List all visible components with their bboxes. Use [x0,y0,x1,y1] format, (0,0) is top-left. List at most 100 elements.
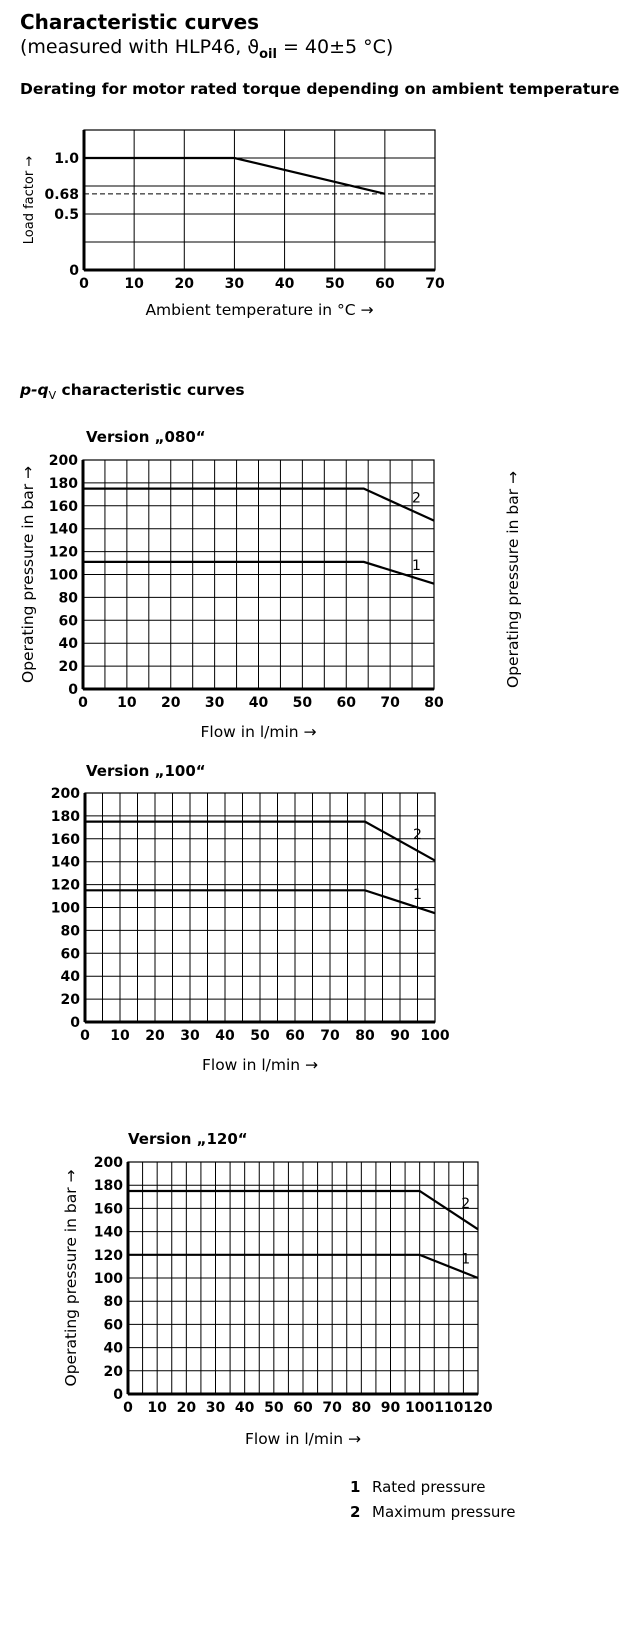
x-tick-label: 10 [110,1028,130,1044]
x-tick-label: 0 [78,695,88,711]
x-tick-label: 30 [225,276,245,292]
x-tick-label: 0 [79,276,89,292]
chart-title: Version „080“ [86,428,206,446]
section-pqv-title-sub: V [48,389,57,403]
chart-version-080: Version „080“ 0 10 20 30 40 50 60 70 80 0 20 40 60 80 1… [19,428,444,741]
x-tick-label: 60 [375,276,395,292]
y-tick-label: 40 [59,636,79,652]
legend-item-2: 2 Maximum pressure [350,1503,515,1521]
y-tick-label: 20 [59,659,79,675]
y-tick-label: 80 [104,1294,124,1310]
y-tick-label: 40 [104,1341,124,1357]
right-axis-label: Operating pressure in bar → [504,471,522,688]
series-label-1: 1 [461,1252,470,1268]
y-tick-label: 80 [59,590,79,606]
y-tick-label: 0 [113,1387,123,1403]
y-tick-label: 180 [49,476,78,492]
chart-derating: 0 10 20 30 40 50 60 70 0 0.5 0.68 1.0 Ambient temper… [22,129,445,319]
section-pqv-title-rest: characteristic curves [56,381,245,399]
y-tick-label: 100 [49,568,78,584]
y-tick-label: 40 [61,969,81,985]
y-axis-label: Operating pressure in bar → [19,466,37,683]
y-tick-label: 100 [51,901,80,917]
y-tick-label: 0 [69,263,79,279]
y-axis-label: Load factor → [22,156,37,245]
y-tick-label: 20 [61,992,81,1008]
x-tick-label: 60 [337,695,357,711]
series-label-2: 2 [413,827,422,843]
y-tick-label: 60 [61,946,81,962]
x-tick-label: 80 [424,695,444,711]
x-tick-label: 70 [425,276,445,292]
series-label-2: 2 [461,1196,470,1212]
y-tick-label: 180 [51,809,80,825]
chart-version-120: Version „120“0 10 20 30 40 50 60 70 80 90 100 110 12… [62,1130,493,1448]
series-line-2 [85,820,436,862]
x-tick-label: 80 [355,1028,375,1044]
x-axis-label: Flow in l/min → [202,1056,318,1074]
series-line-2 [128,1189,479,1231]
page-subtitle: (measured with HLP46, ϑoil = 40±5 °C) [20,36,393,62]
x-tick-label: 100 [420,1028,449,1044]
x-tick-label: 60 [285,1028,305,1044]
x-tick-label: 90 [390,1028,410,1044]
series-line-1 [128,1253,479,1280]
x-tick-label: 80 [352,1400,372,1416]
y-tick-label: 80 [61,923,81,939]
plot-frame [83,129,436,271]
y-tick-label: 100 [94,1271,123,1287]
subtitle-sub: oil [259,46,277,62]
x-axis-label: Flow in l/min → [200,723,316,741]
section-pqv-title-p: p-q [20,381,49,399]
x-tick-label: 20 [177,1400,197,1416]
y-tick-label: 140 [51,855,80,871]
x-tick-label: 30 [205,695,225,711]
series-line-0 [84,156,386,195]
legend-num: 2 [350,1503,361,1521]
subtitle-suffix: = 40±5 °C) [276,36,394,58]
x-tick-label: 0 [123,1400,133,1416]
page-title: Characteristic curves [20,10,260,34]
y-tick-label: 200 [94,1155,123,1171]
x-tick-label: 70 [380,695,400,711]
legend-num: 1 [350,1478,361,1496]
x-tick-label: 50 [293,695,313,711]
y-tick-label: 120 [51,878,80,894]
x-tick-label: 20 [175,276,195,292]
x-tick-label: 60 [293,1400,313,1416]
x-tick-label: 50 [250,1028,270,1044]
y-tick-label: 1.0 [54,151,79,167]
x-tick-label: 10 [147,1400,167,1416]
y-tick-label: 120 [94,1248,123,1264]
chart-version-100: Version „100“ 0 10 20 30 40 50 60 70 80 90 100 0 20 40… [51,762,450,1074]
x-tick-label: 10 [124,276,144,292]
series-label-1: 1 [412,558,421,574]
y-tick-label: 60 [104,1317,124,1333]
y-tick-label: 160 [49,499,78,515]
series-line-2 [83,487,435,522]
section-pqv-title: p-qV characteristic curves [20,381,245,402]
section-derating-title: Derating for motor rated torque dependin… [20,80,620,98]
series-label-2: 2 [412,490,421,506]
y-tick-label: 200 [49,453,78,469]
x-tick-label: 30 [180,1028,200,1044]
y-tick-label: 0 [70,1015,80,1031]
y-tick-label: 0.5 [54,207,79,223]
x-tick-label: 10 [117,695,137,711]
x-tick-label: 40 [215,1028,235,1044]
y-tick-label: 0.68 [44,187,79,203]
legend-item-1: 1 Rated pressure [350,1478,485,1496]
y-tick-label: 140 [49,522,78,538]
x-tick-label: 70 [322,1400,342,1416]
y-tick-label: 200 [51,786,80,802]
y-tick-label: 120 [49,545,78,561]
series-label-1: 1 [413,887,422,903]
x-tick-label: 90 [381,1400,401,1416]
x-tick-label: 20 [145,1028,165,1044]
series-line-1 [83,560,435,585]
y-tick-label: 160 [51,832,80,848]
subtitle-prefix: (measured with HLP46, ϑ [20,36,260,58]
x-tick-label: 50 [325,276,345,292]
x-tick-label: 110 [434,1400,463,1416]
y-tick-label: 0 [68,682,78,698]
